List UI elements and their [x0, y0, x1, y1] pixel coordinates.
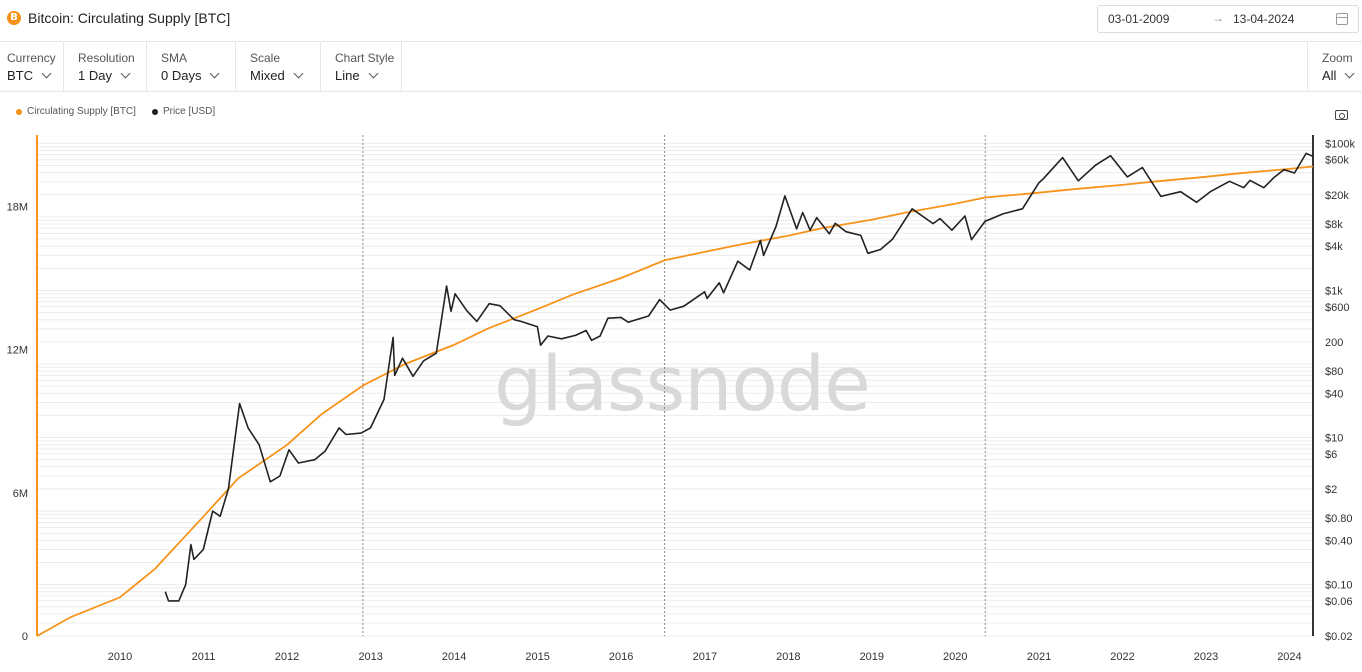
supply-series-line	[36, 165, 1314, 637]
zoom-select[interactable]: Zoom All	[1307, 42, 1362, 92]
x-tick-label: 2012	[275, 651, 299, 663]
camera-icon[interactable]	[1335, 110, 1348, 120]
header-bar: B Bitcoin: Circulating Supply [BTC] 03-0…	[0, 0, 1362, 42]
watermark-text: glassnode	[494, 339, 870, 428]
left-tick-label: 18M	[7, 202, 28, 214]
right-tick-label: $0.40	[1325, 535, 1353, 547]
right-tick-label: $8k	[1325, 219, 1343, 231]
scale-label: Scale	[250, 51, 281, 65]
calendar-icon[interactable]	[1336, 13, 1348, 25]
sma-select[interactable]: SMA 0 Days	[147, 42, 236, 92]
x-tick-label: 2024	[1277, 651, 1301, 663]
legend-label-supply: Circulating Supply [BTC]	[27, 106, 136, 117]
legend-label-price: Price [USD]	[162, 106, 216, 117]
chart-legend: Circulating Supply [BTC] Price [USD]	[16, 106, 231, 117]
right-tick-label: $60k	[1325, 155, 1349, 167]
sma-value: 0 Days	[161, 68, 220, 83]
x-tick-label: 2021	[1027, 651, 1051, 663]
scale-value: Mixed	[250, 68, 304, 83]
zoom-value: All	[1322, 68, 1355, 83]
right-tick-label: $80	[1325, 366, 1343, 378]
resolution-label: Resolution	[78, 51, 135, 65]
x-tick-label: 2015	[525, 651, 549, 663]
x-tick-label: 2013	[358, 651, 382, 663]
right-tick-label: $0.02	[1325, 631, 1353, 643]
left-tick-label: 0	[22, 631, 28, 643]
title-group: B Bitcoin: Circulating Supply [BTC]	[7, 10, 230, 26]
right-tick-label: $6	[1325, 449, 1337, 461]
right-tick-label: $10	[1325, 433, 1343, 445]
chart-toolbar: Currency BTC Resolution 1 Day SMA 0 Days…	[0, 42, 1362, 92]
legend-item-price[interactable]: Price [USD]	[151, 106, 216, 117]
date-from-input[interactable]: 03-01-2009	[1108, 12, 1170, 26]
left-tick-label: 12M	[7, 345, 28, 357]
left-tick-label: 6M	[13, 488, 28, 500]
x-tick-label: 2018	[776, 651, 800, 663]
x-tick-label: 2014	[442, 651, 466, 663]
page-title: Bitcoin: Circulating Supply [BTC]	[28, 10, 231, 26]
resolution-select[interactable]: Resolution 1 Day	[64, 42, 147, 92]
legend-item-supply[interactable]: Circulating Supply [BTC]	[16, 106, 136, 117]
right-tick-label: $4k	[1325, 241, 1343, 253]
right-tick-label: $40	[1325, 388, 1343, 400]
x-tick-label: 2020	[943, 651, 967, 663]
x-tick-label: 2019	[860, 651, 884, 663]
x-tick-label: 2016	[609, 651, 633, 663]
right-tick-label: $20k	[1325, 190, 1349, 202]
right-tick-label: $2	[1325, 484, 1337, 496]
price-series-line	[164, 152, 1314, 602]
resolution-value: 1 Day	[78, 68, 131, 83]
right-tick-label: $0.06	[1325, 596, 1353, 608]
x-tick-label: 2010	[108, 651, 132, 663]
right-tick-label: $0.80	[1325, 513, 1353, 525]
date-to-input[interactable]: 13-04-2024	[1233, 12, 1295, 26]
right-tick-label: $100k	[1325, 138, 1355, 150]
arrow-right-icon: →	[1212, 11, 1224, 25]
chart-style-value: Line	[335, 68, 379, 83]
date-range-picker[interactable]: 03-01-2009 → 13-04-2024	[1097, 5, 1359, 33]
x-tick-label: 2017	[693, 651, 717, 663]
currency-label: Currency	[7, 51, 56, 65]
right-tick-label: $1k	[1325, 285, 1343, 297]
legend-dot-price	[151, 108, 158, 115]
chart-style-select[interactable]: Chart Style Line	[321, 42, 402, 92]
right-tick-label: 200	[1325, 337, 1343, 349]
right-tick-label: $600	[1325, 302, 1349, 314]
right-tick-label: $0.10	[1325, 580, 1353, 592]
zoom-label: Zoom	[1322, 51, 1353, 65]
currency-select[interactable]: Currency BTC	[0, 42, 64, 92]
scale-select[interactable]: Scale Mixed	[236, 42, 321, 92]
x-tick-label: 2023	[1194, 651, 1218, 663]
chart-style-label: Chart Style	[335, 51, 395, 65]
bitcoin-icon: B	[7, 11, 21, 25]
x-tick-label: 2011	[192, 651, 216, 663]
sma-label: SMA	[161, 51, 188, 65]
legend-dot-supply	[16, 108, 22, 115]
x-tick-label: 2022	[1110, 651, 1134, 663]
currency-value: BTC	[7, 68, 52, 83]
